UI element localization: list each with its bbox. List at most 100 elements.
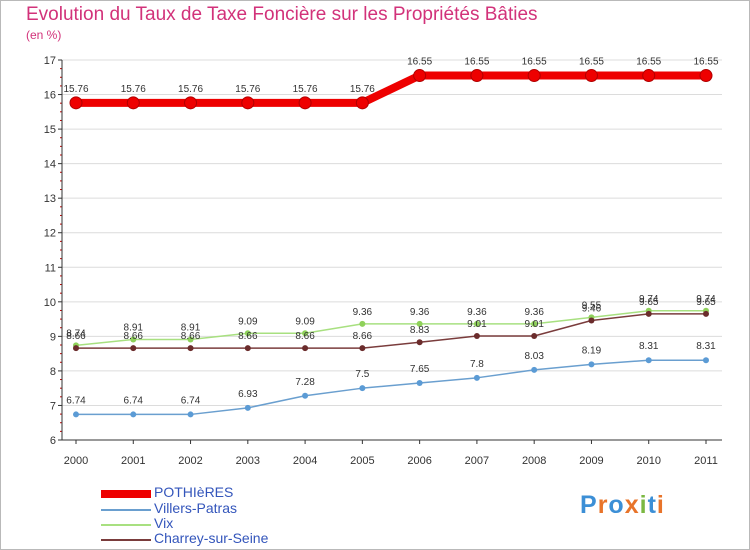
data-label: 9.09 [295, 316, 315, 327]
data-label: 15.76 [63, 84, 88, 95]
y-tick-label: 13 [44, 193, 56, 205]
data-label: 7.28 [295, 377, 315, 388]
logo-letter: t [647, 491, 657, 519]
data-point [588, 317, 595, 324]
data-point [413, 69, 427, 83]
data-label: 16.55 [464, 57, 489, 68]
data-point [241, 96, 255, 110]
data-label: 16.55 [636, 57, 661, 68]
data-point [244, 404, 251, 411]
data-point [588, 361, 595, 368]
data-label: 9.09 [238, 316, 258, 327]
y-tick-label: 14 [44, 159, 56, 171]
data-point [531, 366, 538, 373]
x-tick-label: 2010 [636, 455, 660, 467]
data-label: 8.03 [524, 351, 544, 362]
data-label: 7.8 [470, 359, 484, 370]
data-label: 8.74 [66, 328, 86, 339]
legend-swatch [101, 509, 151, 511]
chart-title: Evolution du Taux de Taxe Foncière sur l… [26, 4, 538, 25]
data-label: 16.55 [693, 57, 718, 68]
x-tick-label: 2003 [236, 455, 260, 467]
data-point [126, 96, 140, 110]
data-point [302, 330, 309, 337]
data-label: 9.65 [639, 297, 659, 308]
x-tick-label: 2000 [64, 455, 88, 467]
data-label: 6.74 [124, 395, 144, 406]
y-tick-label: 6 [50, 435, 56, 447]
x-tick-label: 2005 [350, 455, 374, 467]
data-point [187, 411, 194, 418]
data-label: 15.76 [293, 84, 318, 95]
x-tick-label: 2009 [579, 455, 603, 467]
data-point [584, 69, 598, 83]
data-point [645, 310, 652, 317]
logo-letter: o [608, 491, 625, 519]
x-tick-label: 2007 [465, 455, 489, 467]
y-tick-label: 16 [44, 90, 56, 102]
legend-label: Charrey-sur-Seine [154, 530, 269, 546]
series-line-3 [76, 313, 706, 349]
legend-swatch [101, 524, 151, 526]
proxiti-logo: Proxiti [580, 491, 665, 520]
x-tick-label: 2011 [694, 455, 718, 467]
logo-letter: P [580, 491, 598, 519]
data-point [473, 320, 480, 327]
series-line-1 [76, 359, 706, 416]
data-point [531, 333, 538, 340]
data-label: 8.66 [353, 331, 373, 342]
x-tick-label: 2006 [407, 455, 431, 467]
data-point [130, 345, 137, 352]
data-label: 15.76 [350, 84, 375, 95]
data-label: 8.31 [639, 341, 659, 352]
data-point [302, 392, 309, 399]
data-label: 8.66 [238, 331, 258, 342]
data-point [703, 310, 709, 317]
data-label: 16.55 [522, 57, 547, 68]
data-label: 8.19 [582, 345, 602, 356]
data-point [416, 339, 423, 346]
data-point [359, 345, 366, 352]
data-label: 6.74 [66, 395, 86, 406]
data-label: 9.36 [524, 307, 544, 318]
data-label: 15.76 [235, 84, 260, 95]
y-tick-label: 7 [50, 400, 56, 412]
data-label: 9.36 [353, 307, 373, 318]
plot-area [62, 60, 722, 440]
chart-unit-label: (en %) [26, 28, 62, 42]
data-point [527, 69, 541, 83]
data-point [244, 345, 251, 352]
data-label: 8.91 [181, 322, 201, 333]
data-label: 15.76 [121, 84, 146, 95]
logo-letter: r [597, 491, 609, 519]
data-label: 8.31 [696, 341, 716, 352]
data-label: 16.55 [407, 57, 432, 68]
data-label: 15.76 [178, 84, 203, 95]
data-point [73, 411, 79, 418]
data-point [416, 320, 423, 327]
data-point [473, 333, 480, 340]
data-point [298, 96, 312, 110]
data-label: 8.83 [410, 325, 430, 336]
data-point [302, 345, 309, 352]
legend-swatch [101, 539, 151, 541]
y-tick-label: 10 [44, 297, 56, 309]
data-label: 9.65 [696, 297, 716, 308]
y-tick-label: 17 [44, 55, 56, 67]
legend-label: POTHIèRES [154, 484, 234, 500]
data-label: 8.66 [295, 331, 315, 342]
data-point [699, 69, 713, 83]
data-point [130, 336, 137, 343]
data-point [359, 385, 366, 392]
data-label: 16.55 [579, 57, 604, 68]
data-label: 8.91 [124, 322, 144, 333]
logo-letter: i [639, 491, 648, 519]
y-tick-label: 8 [50, 366, 56, 378]
data-label: 9.46 [582, 303, 602, 314]
data-point [69, 96, 83, 110]
data-point [187, 345, 194, 352]
x-tick-label: 2002 [178, 455, 202, 467]
logo-letter: i [656, 491, 665, 519]
data-label: 9.01 [467, 319, 487, 330]
